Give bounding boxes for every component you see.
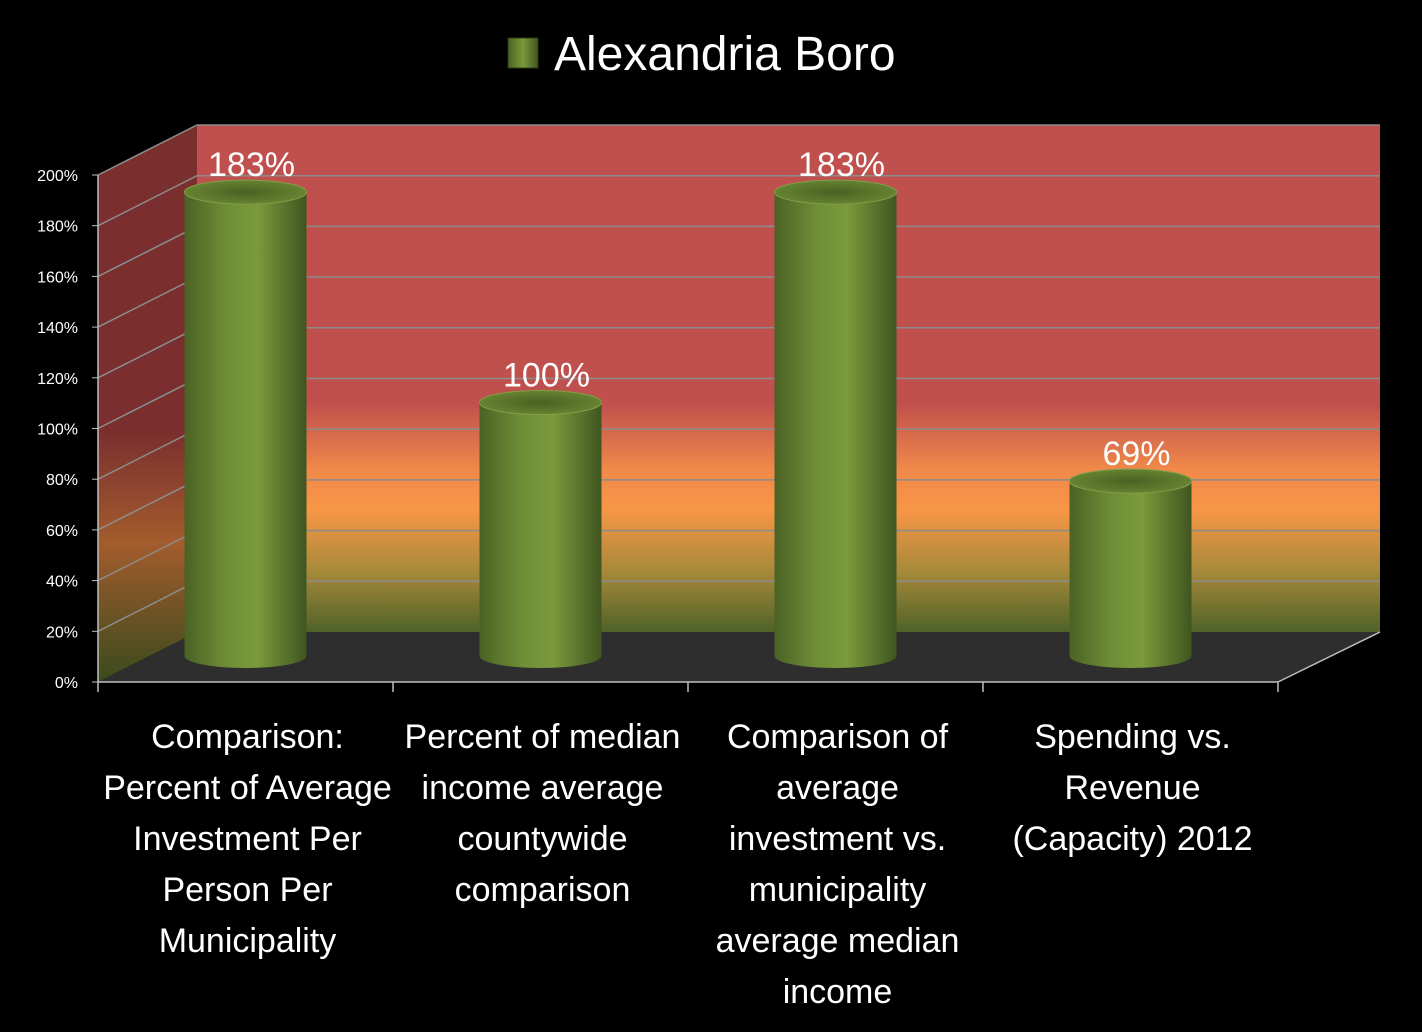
bar	[184, 179, 307, 668]
x-tick-label: Spending vs. Revenue (Capacity) 2012	[1012, 718, 1253, 858]
bar	[479, 390, 602, 668]
y-tick-label: 80%	[46, 472, 78, 489]
data-label: 69%	[1102, 435, 1170, 473]
y-tick-label: 160%	[37, 269, 78, 286]
bar	[774, 179, 897, 668]
bar-top	[184, 179, 307, 205]
data-labels: 183% 100% 183% 69%	[208, 146, 1171, 473]
bar-top	[479, 390, 602, 415]
y-tick-label: 40%	[46, 574, 78, 591]
bar-body	[479, 402, 602, 668]
gridline	[97, 174, 1380, 227]
y-tick-label: 60%	[46, 523, 78, 540]
y-tick-label: 100%	[37, 422, 78, 439]
legend: Alexandria Boro	[507, 28, 896, 81]
y-tick-label: 200%	[37, 168, 78, 185]
gridline	[97, 124, 1380, 176]
data-label: 183%	[208, 146, 295, 184]
y-tick-label: 180%	[37, 219, 78, 236]
data-label: 183%	[798, 146, 885, 184]
y-tick-label: 20%	[46, 624, 78, 641]
x-tick-label: Percent of median income average countyw…	[404, 718, 681, 909]
bar-top	[1069, 468, 1192, 494]
floor	[98, 632, 1380, 682]
bar-body	[184, 192, 307, 668]
legend-label: Alexandria Boro	[554, 28, 896, 81]
bar-body	[1069, 481, 1192, 668]
bars	[184, 179, 1192, 668]
floor-edge	[1277, 631, 1381, 683]
data-label: 100%	[503, 357, 590, 395]
legend-swatch	[507, 37, 539, 69]
y-axis: 0% 20% 40% 60% 80% 100% 120% 140% 160% 180% 200%	[37, 168, 1381, 692]
bar	[1069, 468, 1192, 668]
bar-top	[774, 179, 897, 205]
bar-body	[774, 192, 897, 668]
y-tick-label: 140%	[37, 320, 78, 337]
y-tick-label: 0%	[55, 675, 78, 692]
y-tick-label: 120%	[37, 371, 78, 388]
x-tick-label: Comparison of average investment vs. mun…	[715, 718, 960, 1011]
x-tick-label: Comparison: Percent of Average Investmen…	[103, 718, 392, 960]
